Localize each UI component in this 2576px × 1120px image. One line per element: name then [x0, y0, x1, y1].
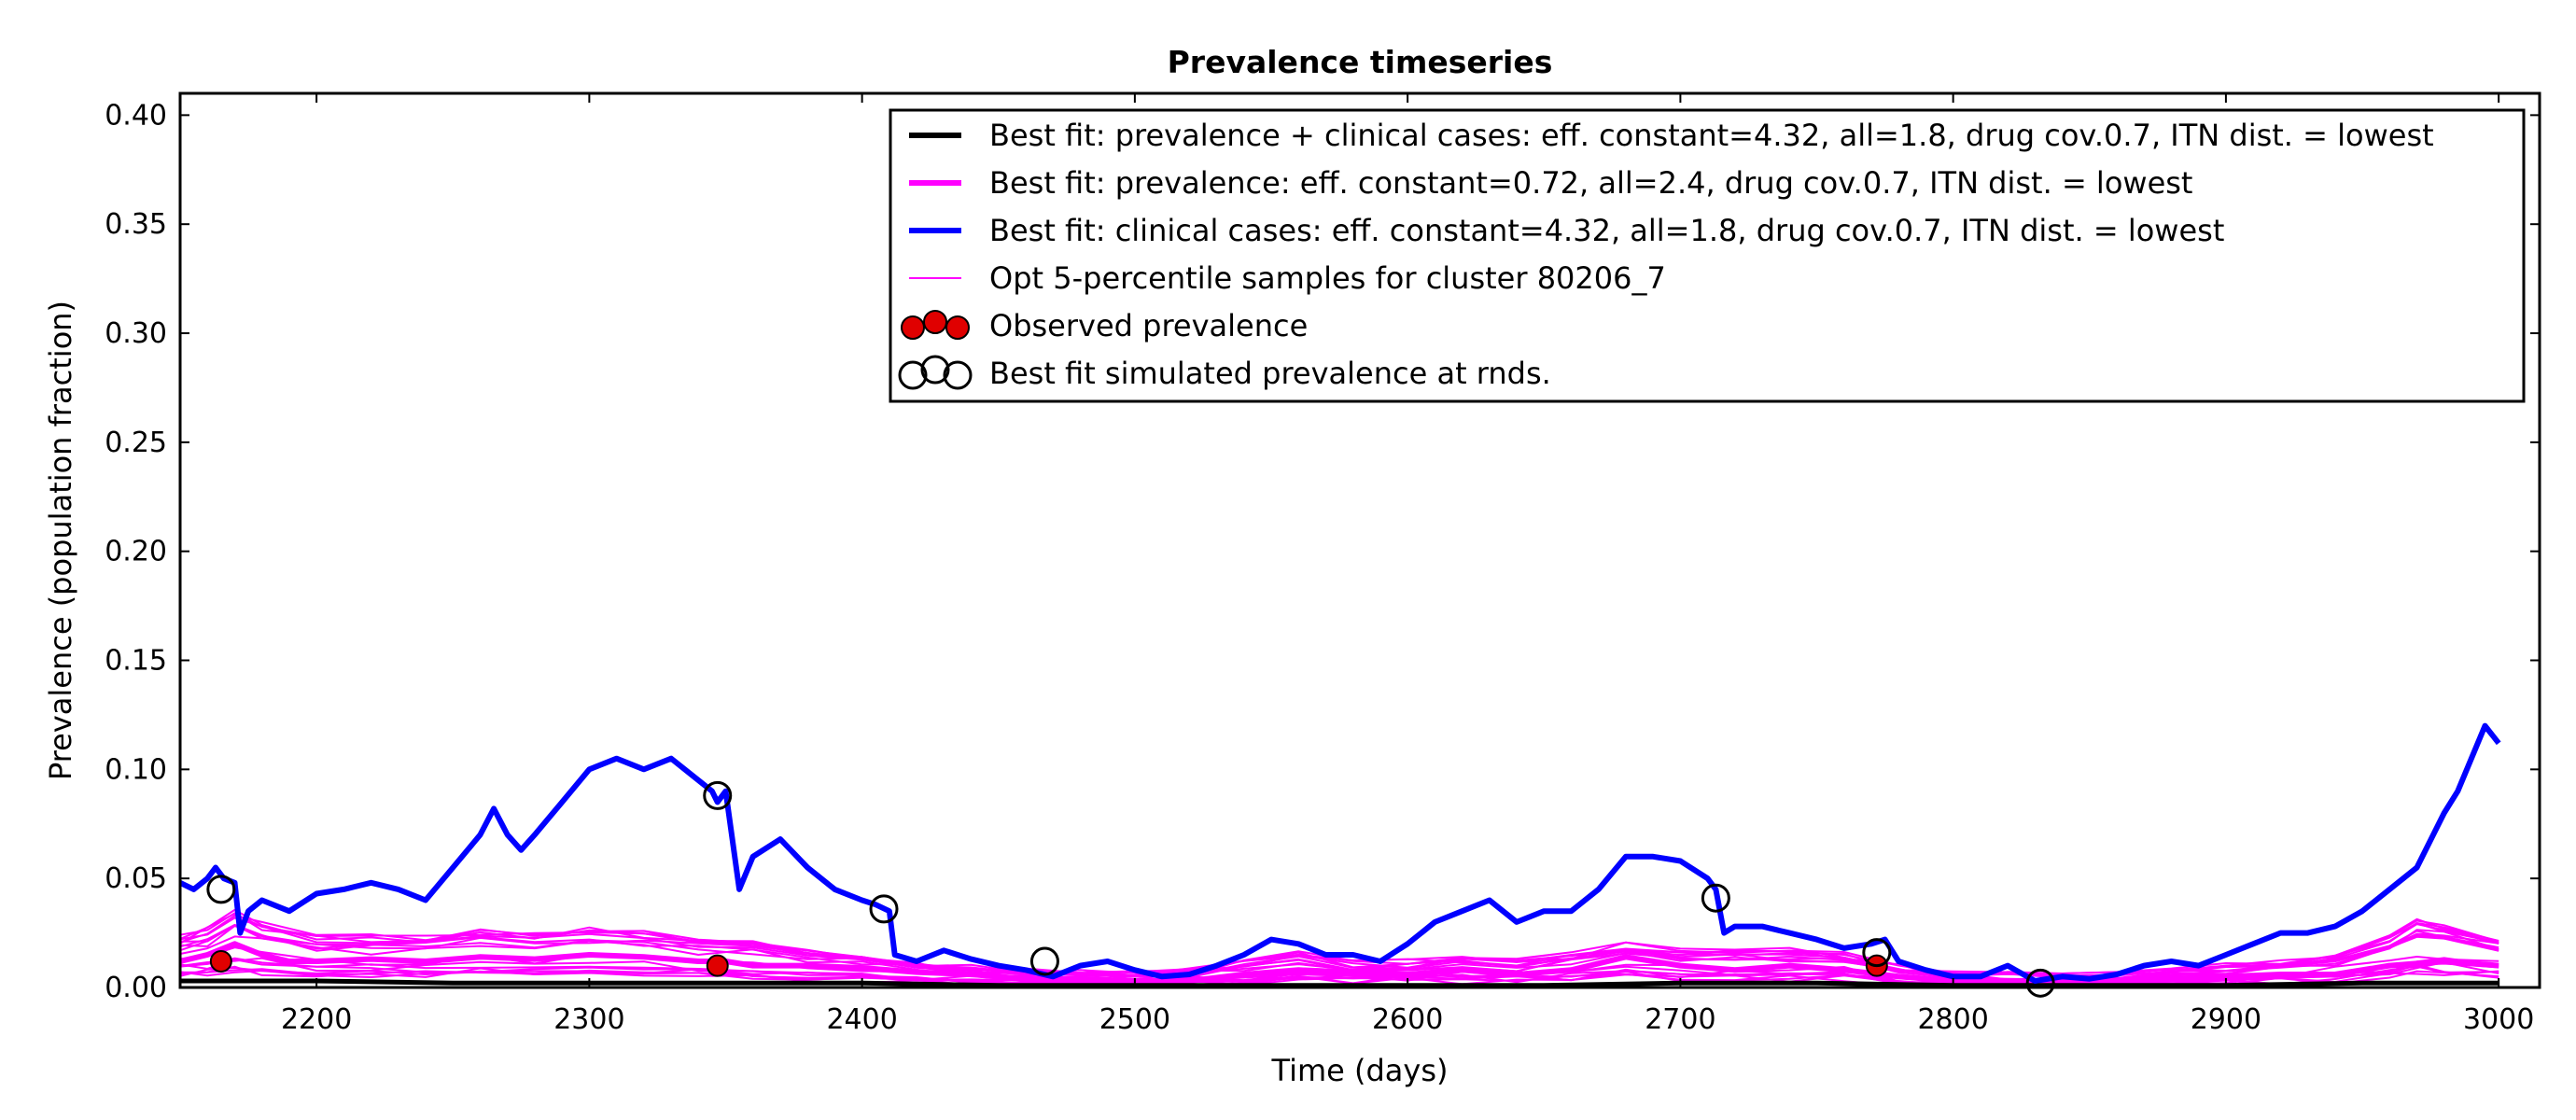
legend-marker-handle	[901, 315, 925, 340]
chart-title: Prevalence timeseries	[1168, 44, 1553, 80]
sample-line	[180, 913, 2499, 980]
best-fit-prevalence-line	[180, 941, 2499, 984]
plot-area	[180, 722, 2501, 998]
legend-label: Opt 5-percentile samples for cluster 802…	[989, 260, 1666, 296]
y-tick-label: 0.00	[105, 972, 167, 1004]
best-fit-clinical-line	[180, 722, 2501, 984]
legend-label: Best fit: prevalence: eff. constant=0.72…	[989, 165, 2192, 201]
x-axis-title: Time (days)	[1271, 1053, 1449, 1088]
y-tick-label: 0.20	[105, 536, 167, 568]
simulated-prevalence-marker	[1701, 883, 1730, 913]
simulated-prevalence-marker	[703, 780, 733, 810]
y-axis-title: Prevalence (population fraction)	[43, 301, 78, 780]
simulated-prevalence-marker	[206, 875, 236, 904]
legend-marker-handle	[943, 360, 973, 390]
legend-label: Best fit simulated prevalence at rnds.	[989, 356, 1551, 391]
observed-prevalence-point	[209, 949, 232, 973]
legend-label: Best fit: clinical cases: eff. constant=…	[989, 213, 2224, 248]
x-tick-label: 2900	[2191, 1003, 2261, 1036]
y-tick-label: 0.10	[105, 753, 167, 786]
y-tick-label: 0.35	[105, 208, 167, 241]
y-tick-label: 0.40	[105, 99, 167, 132]
legend-marker-handle	[920, 355, 950, 385]
legend-marker-handle	[898, 360, 928, 390]
simulated-prevalence-marker	[2025, 968, 2055, 998]
y-tick-label: 0.05	[105, 862, 167, 895]
series-group	[180, 722, 2501, 987]
plot-frame	[178, 91, 2541, 989]
legend-label: Observed prevalence	[989, 308, 1308, 343]
x-tick-label: 2800	[1917, 1003, 1988, 1036]
x-tick-label: 2300	[553, 1003, 624, 1036]
legend-marker-handle	[923, 310, 947, 334]
legend-label: Best fit: prevalence + clinical cases: e…	[989, 118, 2434, 153]
y-tick-label: 0.15	[105, 645, 167, 678]
x-tick-label: 3000	[2463, 1003, 2534, 1036]
x-tick-label: 2500	[1099, 1003, 1170, 1036]
simulated-prevalence-marker	[869, 894, 899, 924]
simulated-prevalence-marker	[1862, 938, 1892, 968]
legend-box	[889, 108, 2526, 403]
observed-prevalence-point	[706, 954, 729, 977]
x-tick-label: 2600	[1372, 1003, 1443, 1036]
y-tick-label: 0.25	[105, 427, 167, 459]
legend-marker-handle	[945, 315, 970, 340]
x-tick-label: 2700	[1645, 1003, 1715, 1036]
simulated-prevalence-marker	[1029, 946, 1059, 976]
legend: Best fit: prevalence + clinical cases: e…	[889, 108, 2526, 403]
x-tick-label: 2200	[281, 1003, 352, 1036]
x-tick-label: 2400	[826, 1003, 897, 1036]
best-fit-combined-line	[180, 978, 2499, 987]
axes: 2200 2300 2400 2500 2600 2700 2800 2900 3000 0.00…	[105, 93, 2540, 1036]
y-tick-label: 0.30	[105, 317, 167, 350]
